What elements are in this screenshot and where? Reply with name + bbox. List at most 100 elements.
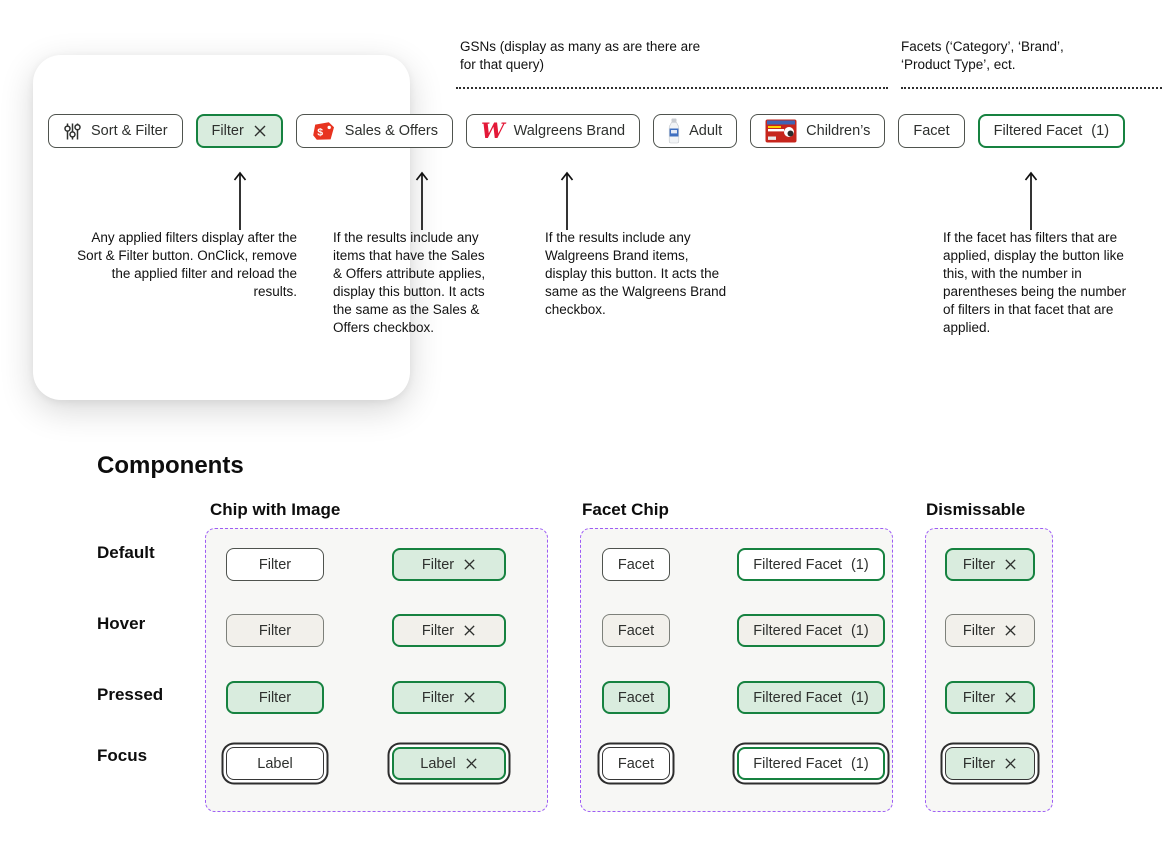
chip-label: Filtered Facet [753, 689, 842, 706]
filter-chips-row: Sort & Filter Filter $ Sales & Offers W … [48, 114, 1126, 148]
chip-filter-hover[interactable]: Filter [226, 614, 324, 647]
close-icon[interactable] [463, 624, 476, 637]
state-label-focus: Focus [97, 746, 148, 765]
chip-label: Sort & Filter [91, 123, 168, 139]
adult-chip[interactable]: Adult [653, 114, 738, 148]
filtered-facet-chip-focus[interactable]: Filtered Facet (1) [737, 747, 885, 780]
sliders-icon [63, 122, 82, 141]
chip-count: (1) [850, 622, 869, 639]
chip-label: Facet [913, 123, 950, 139]
chip-label: Filter [258, 622, 292, 639]
dismissable-chip-focus[interactable]: Filter [945, 747, 1035, 780]
chip-label: Sales & Offers [344, 123, 438, 139]
facets-dotted-rule [901, 87, 1162, 89]
chip-label: Filtered Facet [753, 556, 842, 573]
filtered-facet-chip-pressed[interactable]: Filtered Facet (1) [737, 681, 885, 714]
facet-chip-focus[interactable]: Facet [602, 747, 670, 780]
chip-label-x-focus[interactable]: Label [392, 747, 506, 780]
specbox-facet-chip: Facet Filtered Facet (1) Facet Filtered … [580, 528, 893, 812]
chip-label: Label [257, 755, 293, 772]
group-title-dismissable: Dismissable [926, 500, 1026, 519]
chip-label: Facet [617, 622, 655, 639]
arrow-up-icon [233, 171, 247, 230]
close-icon[interactable] [1004, 691, 1017, 704]
dismissable-chip-default[interactable]: Filter [945, 548, 1035, 581]
chip-label: Filter [962, 755, 996, 772]
dismissable-chip-pressed[interactable]: Filter [945, 681, 1035, 714]
chip-label: Filter [421, 556, 455, 573]
chip-label: Facet [617, 689, 655, 706]
sort-filter-chip[interactable]: Sort & Filter [48, 114, 183, 148]
chip-label-focus[interactable]: Label [226, 747, 324, 780]
price-tag-icon: $ [311, 121, 336, 142]
sales-offers-chip[interactable]: $ Sales & Offers [295, 114, 453, 148]
arrow-up-icon [560, 171, 574, 230]
specbox-dismissable: Filter Filter Filter Filter [925, 528, 1053, 812]
state-label-default: Default [97, 543, 155, 562]
close-icon[interactable] [253, 124, 267, 138]
close-icon[interactable] [1004, 558, 1017, 571]
chip-label: Filter [421, 689, 455, 706]
group-title-facet-chip: Facet Chip [582, 500, 669, 519]
childrens-chip[interactable]: Children’s [750, 114, 886, 148]
specbox-chip-with-image: Filter Filter Filter Filter Filter Filte… [205, 528, 548, 812]
chip-label: Filtered Facet [753, 755, 842, 772]
facet-chip-pressed[interactable]: Facet [602, 681, 670, 714]
filtered-facet-chip[interactable]: Filtered Facet (1) [977, 114, 1126, 148]
chip-label: Walgreens Brand [513, 123, 626, 139]
chip-filter-x-hover[interactable]: Filter [392, 614, 506, 647]
chip-filter-x-default[interactable]: Filter [392, 548, 506, 581]
facet-chip[interactable]: Facet [898, 114, 965, 148]
chip-label: Facet [617, 556, 655, 573]
svg-text:$: $ [317, 126, 323, 138]
applied-filter-callout: Any applied filters display after the So… [77, 230, 297, 300]
chip-label: Children’s [806, 123, 871, 139]
walgreens-brand-callout: If the results include any Walgreens Bra… [545, 230, 727, 318]
adult-product-image [668, 118, 680, 144]
sales-offers-callout: If the results include any items that ha… [333, 230, 486, 336]
chip-filter-x-pressed[interactable]: Filter [392, 681, 506, 714]
chip-count: (1) [1091, 123, 1110, 139]
chip-label: Facet [617, 755, 655, 772]
dismissable-chip-hover[interactable]: Filter [945, 614, 1035, 647]
chip-label: Label [420, 755, 456, 772]
close-icon[interactable] [1004, 757, 1017, 770]
close-icon[interactable] [463, 558, 476, 571]
chip-filter-pressed[interactable]: Filter [226, 681, 324, 714]
state-label-hover: Hover [97, 614, 146, 633]
chip-count: (1) [850, 689, 869, 706]
close-icon[interactable] [463, 691, 476, 704]
filtered-facet-chip-hover[interactable]: Filtered Facet (1) [737, 614, 885, 647]
gsns-dotted-rule [456, 87, 888, 89]
walgreens-brand-chip[interactable]: W Walgreens Brand [466, 114, 641, 148]
state-label-pressed: Pressed [97, 685, 164, 704]
close-icon[interactable] [465, 757, 478, 770]
facets-note: Facets (‘Category’, ‘Brand’, ‘Product Ty… [901, 39, 1064, 73]
chip-filter-default[interactable]: Filter [226, 548, 324, 581]
chip-label: Filtered Facet [993, 123, 1083, 139]
chip-label: Filter [258, 556, 292, 573]
close-icon[interactable] [1004, 624, 1017, 637]
chip-count: (1) [850, 755, 869, 772]
walgreens-w-icon: W [481, 117, 505, 143]
group-title-chip-with-image: Chip with Image [210, 500, 341, 519]
chip-label: Filter [962, 556, 996, 573]
facet-chip-hover[interactable]: Facet [602, 614, 670, 647]
chip-label: Adult [689, 123, 723, 139]
chip-label: Filter [258, 689, 292, 706]
chip-label: Filtered Facet [753, 622, 842, 639]
chip-label: Filter [421, 622, 455, 639]
search-results-card [33, 55, 410, 400]
facet-chip-default[interactable]: Facet [602, 548, 670, 581]
applied-filter-chip[interactable]: Filter [195, 114, 283, 148]
filtered-facet-chip-default[interactable]: Filtered Facet (1) [737, 548, 885, 581]
chip-label: Filter [211, 123, 244, 139]
gsns-note: GSNs (display as many as are there are f… [460, 39, 701, 73]
childrens-product-image [765, 119, 797, 143]
chip-label: Filter [962, 622, 996, 639]
arrow-up-icon [1024, 171, 1038, 230]
arrow-up-icon [415, 171, 429, 230]
chip-label: Filter [962, 689, 996, 706]
components-heading: Components [97, 452, 244, 479]
